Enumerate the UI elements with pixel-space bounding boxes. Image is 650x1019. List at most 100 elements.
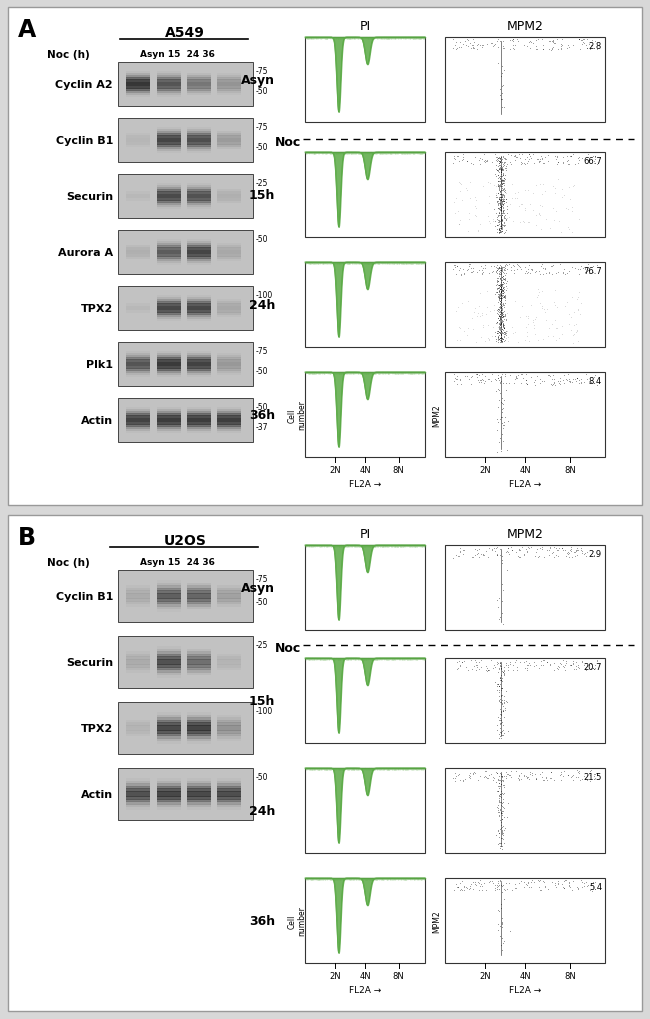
Point: [497, 910, 507, 926]
Point: [484, 214, 494, 230]
Point: [499, 776, 509, 793]
Point: [497, 935, 508, 952]
Point: [498, 150, 508, 166]
Point: [502, 540, 513, 556]
Point: [562, 149, 572, 165]
Point: [450, 876, 461, 893]
Point: [497, 286, 508, 303]
Point: [493, 772, 503, 789]
Point: [494, 903, 504, 919]
Point: [497, 168, 507, 184]
Point: [478, 875, 489, 892]
Point: [499, 41, 510, 57]
Point: [495, 220, 506, 236]
Point: [506, 148, 516, 164]
Point: [495, 201, 506, 217]
Point: [491, 333, 502, 350]
Point: [497, 176, 508, 193]
Text: -75: -75: [256, 67, 268, 76]
Point: [530, 39, 541, 55]
Point: [483, 330, 493, 346]
Bar: [157, 659, 181, 665]
Point: [499, 183, 509, 200]
Point: [499, 160, 510, 176]
Point: [499, 318, 509, 334]
Point: [503, 329, 514, 345]
Point: [478, 547, 488, 564]
Point: [496, 292, 506, 309]
Point: [495, 725, 505, 741]
Point: [491, 258, 502, 274]
Point: [497, 100, 508, 116]
Point: [495, 313, 505, 329]
Point: [476, 259, 486, 275]
Point: [551, 333, 561, 350]
Point: [495, 277, 505, 293]
Bar: [157, 781, 181, 787]
Point: [497, 325, 507, 341]
Point: [497, 190, 507, 206]
Point: [499, 414, 510, 430]
Point: [491, 315, 502, 331]
Bar: [126, 255, 150, 260]
Bar: [157, 135, 181, 139]
Bar: [126, 651, 150, 657]
Point: [510, 875, 521, 892]
Bar: [157, 89, 181, 94]
Bar: [216, 427, 241, 432]
Point: [573, 289, 583, 306]
Point: [502, 544, 512, 560]
Point: [496, 706, 506, 722]
Point: [548, 40, 558, 56]
Point: [578, 33, 589, 49]
Point: [501, 275, 512, 291]
Point: [473, 545, 484, 561]
Point: [450, 258, 460, 274]
Point: [522, 661, 532, 678]
Point: [517, 371, 528, 387]
Bar: [157, 313, 181, 318]
Point: [496, 173, 506, 190]
Point: [493, 822, 503, 839]
Point: [519, 878, 530, 895]
Point: [497, 798, 507, 814]
Point: [452, 660, 463, 677]
Point: [476, 330, 486, 346]
Point: [492, 190, 502, 206]
Point: [495, 197, 505, 213]
Point: [498, 280, 508, 297]
Point: [458, 152, 469, 168]
Bar: [118, 230, 253, 275]
Point: [498, 772, 508, 789]
Point: [496, 331, 506, 347]
Bar: [216, 408, 241, 412]
Point: [573, 151, 583, 167]
Point: [499, 327, 509, 343]
Point: [495, 178, 505, 195]
Point: [494, 791, 504, 807]
Point: [492, 153, 502, 169]
Point: [486, 543, 497, 559]
Bar: [118, 119, 253, 163]
Point: [493, 313, 504, 329]
Point: [493, 309, 504, 325]
Bar: [216, 83, 241, 88]
Point: [495, 290, 505, 307]
Point: [523, 657, 533, 674]
Point: [528, 313, 538, 329]
Point: [469, 301, 480, 317]
Point: [547, 42, 557, 58]
Point: [495, 873, 505, 890]
Point: [578, 874, 589, 891]
Point: [496, 326, 506, 342]
Point: [499, 265, 509, 281]
Point: [494, 309, 504, 325]
Point: [493, 197, 503, 213]
Point: [495, 34, 505, 50]
Bar: [157, 127, 181, 132]
Point: [574, 763, 584, 780]
Point: [523, 264, 533, 280]
Point: [491, 654, 502, 671]
Point: [454, 653, 464, 669]
Point: [488, 264, 498, 280]
